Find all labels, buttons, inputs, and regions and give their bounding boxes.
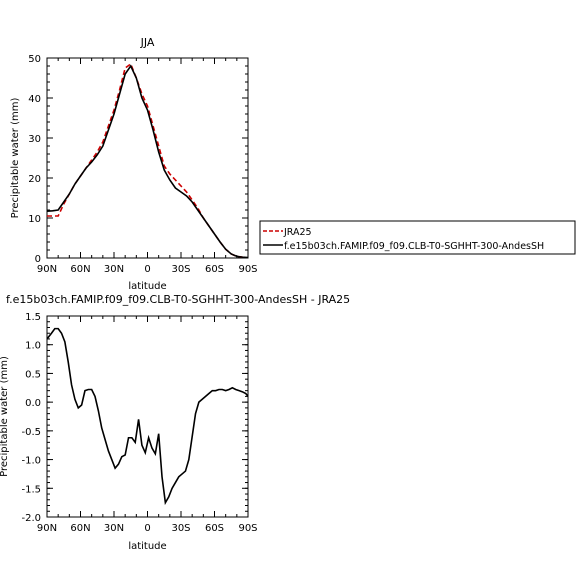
x-tick-label: 0	[144, 523, 150, 534]
chart-title: JJA	[140, 36, 155, 49]
y-axis-label: Precipitable water (mm)	[10, 98, 21, 219]
y-tick-label: 1.5	[25, 312, 41, 323]
x-tick-label: 90N	[37, 523, 57, 534]
legend-box	[259, 220, 576, 255]
x-tick-label: 30N	[104, 523, 124, 534]
x-tick-label: 60N	[70, 264, 90, 275]
y-tick-label: -0.5	[21, 427, 41, 438]
y-tick-label: -2.0	[21, 513, 41, 524]
chart-panel-2: 90N 60N 30N 0 30S 60S 90S -2.0 -1.5 -1.0 -0.5 0.0 0.…	[0, 293, 350, 552]
y-tick-label: 30	[28, 134, 41, 145]
x-tick-label: 90N	[37, 264, 57, 275]
chart-title: f.e15b03ch.FAMIP.f09_f09.CLB-T0-SGHHT-30…	[6, 293, 350, 306]
y-tick-label: 0.0	[25, 398, 41, 409]
y-tick-label: 0.5	[25, 369, 41, 380]
x-tick-label: 0	[144, 264, 150, 275]
x-tick-label: 30N	[104, 264, 124, 275]
y-tick-label: -1.0	[21, 456, 41, 467]
x-tick-label: 60N	[70, 523, 90, 534]
plot-frame	[46, 57, 249, 259]
plot-frame	[46, 315, 249, 518]
y-tick-label: 10	[28, 214, 41, 225]
x-tick-label: 60S	[205, 523, 224, 534]
y-tick-label: 20	[28, 174, 41, 185]
legend-label: JRA25	[283, 227, 312, 238]
y-tick-label: 40	[28, 94, 41, 105]
x-tick-label: 60S	[205, 264, 224, 275]
legend: JRA25 f.e15b03ch.FAMIP.f09_f09.CLB-T0-SGH…	[259, 220, 576, 255]
series-line-1	[47, 62, 248, 258]
x-tick-label: 30S	[171, 264, 190, 275]
y-tick-label: 0	[35, 254, 41, 265]
y-tick-label: 50	[28, 54, 41, 65]
series-line-1	[47, 327, 248, 506]
x-tick-label: 90S	[238, 264, 257, 275]
y-tick-label: 1.0	[25, 341, 41, 352]
y-axis-label: Precipitable water (mm)	[0, 356, 10, 477]
series-line-2	[47, 64, 248, 258]
x-axis-label: latitude	[128, 281, 166, 292]
x-axis-label: latitude	[128, 541, 166, 552]
chart-panel-1: 90N 60N 30N 0 30S 60S 90S 0 10 20 30 40 50 JJA latitud…	[10, 36, 576, 292]
y-tick-label: -1.5	[21, 484, 41, 495]
x-tick-label: 30S	[171, 523, 190, 534]
x-tick-label: 90S	[238, 523, 257, 534]
legend-label: f.e15b03ch.FAMIP.f09_f09.CLB-T0-SGHHT-30…	[284, 241, 544, 252]
